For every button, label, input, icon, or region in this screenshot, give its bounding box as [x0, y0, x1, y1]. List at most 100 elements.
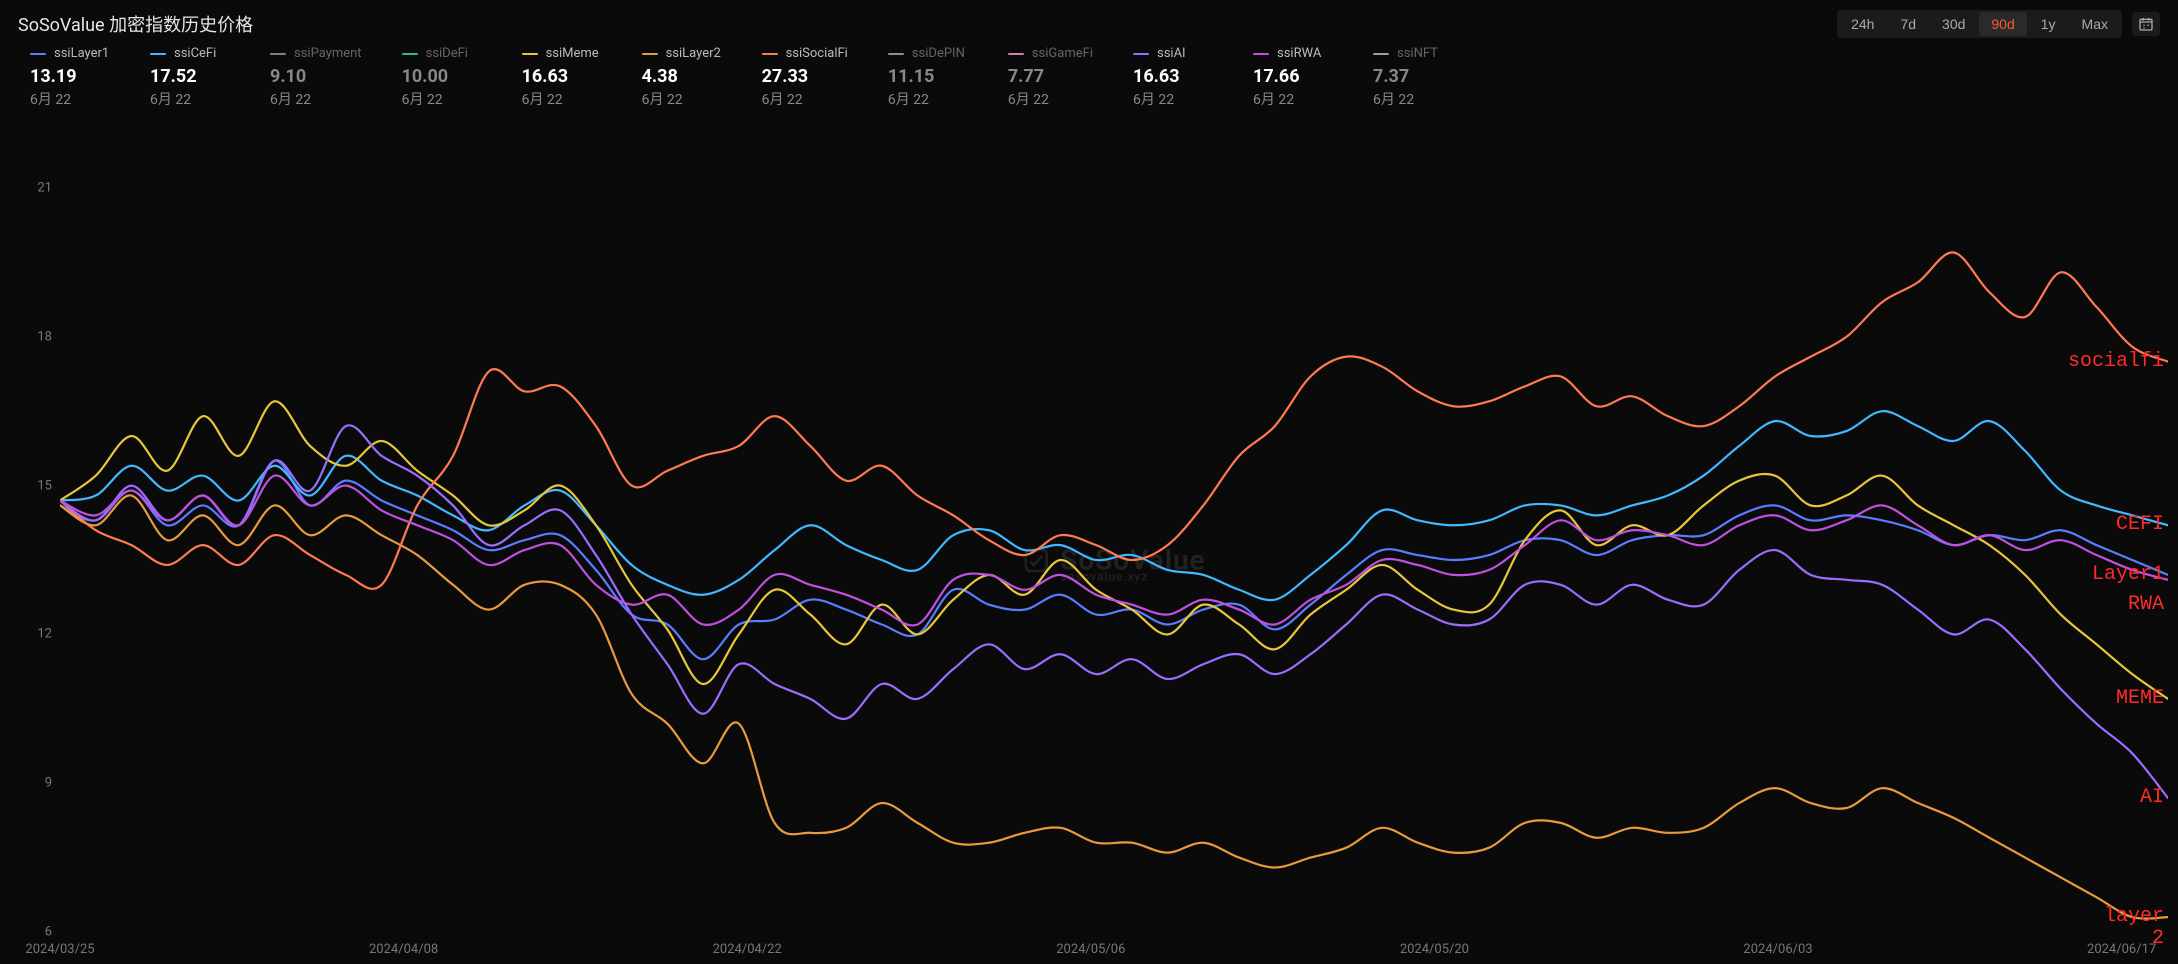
legend-top: ssiLayer1: [30, 46, 109, 61]
legend-label: ssiDeFi: [426, 46, 468, 61]
chart-plot-area: SoSoValue sosovalue.xyz socialfiCEFILaye…: [60, 188, 2168, 932]
legend-label: ssiMeme: [546, 46, 599, 61]
legend-item-ssiRWA[interactable]: ssiRWA 17.66 6月 22: [1253, 46, 1333, 109]
legend-label: ssiGameFi: [1032, 46, 1093, 61]
legend-value: 16.63: [1133, 67, 1180, 87]
legend-item-ssiDeFi[interactable]: ssiDeFi 10.00 6月 22: [402, 46, 482, 109]
end-label-socialfi: socialfi: [2068, 350, 2164, 373]
legend-item-ssiNFT[interactable]: ssiNFT 7.37 6月 22: [1373, 46, 1453, 109]
legend-value: 17.52: [150, 67, 197, 87]
legend-date: 6月 22: [270, 89, 311, 109]
legend-label: ssiLayer1: [54, 46, 109, 61]
legend-row: ssiLayer1 13.19 6月 22 ssiCeFi 17.52 6月 2…: [30, 46, 2148, 109]
lines-svg: [60, 188, 2168, 932]
legend-item-ssiDePIN[interactable]: ssiDePIN 11.15 6月 22: [888, 46, 968, 109]
range-Max[interactable]: Max: [2070, 12, 2120, 36]
y-tick: 12: [37, 627, 52, 642]
legend-label: ssiRWA: [1277, 46, 1321, 61]
range-24h[interactable]: 24h: [1839, 12, 1886, 36]
calendar-icon: [2138, 16, 2154, 32]
legend-value: 27.33: [762, 67, 809, 87]
legend-label: ssiNFT: [1397, 46, 1438, 61]
range-30d[interactable]: 30d: [1930, 12, 1977, 36]
legend-date: 6月 22: [30, 89, 71, 109]
line-ssiLayer1: [60, 461, 2168, 660]
legend-top: ssiDePIN: [888, 46, 965, 61]
legend-date: 6月 22: [402, 89, 443, 109]
time-range-group: 24h7d30d90d1yMax: [1837, 10, 2122, 38]
line-ssiMeme: [60, 401, 2168, 699]
legend-value: 13.19: [30, 67, 77, 87]
legend-color-swatch: [762, 53, 778, 55]
y-tick: 6: [45, 925, 52, 940]
legend-top: ssiCeFi: [150, 46, 216, 61]
legend-value: 16.63: [522, 67, 569, 87]
legend-label: ssiPayment: [294, 46, 362, 61]
x-tick: 2024/06/03: [1743, 942, 1812, 957]
x-tick: 2024/03/25: [25, 942, 94, 957]
legend-color-swatch: [888, 53, 904, 55]
x-tick: 2024/06/17: [2087, 942, 2156, 957]
legend-label: ssiSocialFi: [786, 46, 848, 61]
legend-item-ssiCeFi[interactable]: ssiCeFi 17.52 6月 22: [150, 46, 230, 109]
legend-label: ssiLayer2: [666, 46, 721, 61]
legend-value: 4.38: [642, 67, 678, 87]
legend-date: 6月 22: [1253, 89, 1294, 109]
range-7d[interactable]: 7d: [1888, 12, 1928, 36]
header: SoSoValue 加密指数历史价格 24h7d30d90d1yMax: [18, 10, 2160, 38]
page-title: SoSoValue 加密指数历史价格: [18, 11, 253, 37]
legend-color-swatch: [1133, 53, 1149, 55]
legend-top: ssiGameFi: [1008, 46, 1093, 61]
y-axis: 6912151821: [0, 188, 58, 932]
legend-date: 6月 22: [1133, 89, 1174, 109]
legend-color-swatch: [1373, 53, 1389, 55]
legend-date: 6月 22: [1373, 89, 1414, 109]
legend-item-ssiSocialFi[interactable]: ssiSocialFi 27.33 6月 22: [762, 46, 848, 109]
legend-value: 9.10: [270, 67, 306, 87]
x-tick: 2024/04/22: [713, 942, 782, 957]
end-label-layer: layer: [2104, 905, 2164, 928]
x-tick: 2024/05/20: [1400, 942, 1469, 957]
range-1y[interactable]: 1y: [2029, 12, 2068, 36]
header-right: 24h7d30d90d1yMax: [1837, 10, 2160, 38]
line-ssiLayer2: [60, 495, 2168, 918]
legend-date: 6月 22: [762, 89, 803, 109]
legend-top: ssiPayment: [270, 46, 362, 61]
chart-root: SoSoValue 加密指数历史价格 24h7d30d90d1yMax ssiL…: [0, 0, 2178, 964]
legend-color-swatch: [1008, 53, 1024, 55]
legend-date: 6月 22: [888, 89, 929, 109]
legend-date: 6月 22: [522, 89, 563, 109]
legend-top: ssiLayer2: [642, 46, 721, 61]
legend-color-swatch: [642, 53, 658, 55]
x-axis: 2024/03/252024/04/082024/04/222024/05/06…: [60, 942, 2168, 962]
end-label-MEME: MEME: [2116, 687, 2164, 710]
legend-color-swatch: [1253, 53, 1269, 55]
legend-value: 11.15: [888, 67, 935, 87]
range-90d[interactable]: 90d: [1979, 12, 2026, 36]
legend-top: ssiMeme: [522, 46, 599, 61]
end-label-Layer1: Layer1: [2092, 563, 2164, 586]
legend-item-ssiMeme[interactable]: ssiMeme 16.63 6月 22: [522, 46, 602, 109]
legend-item-ssiLayer2[interactable]: ssiLayer2 4.38 6月 22: [642, 46, 722, 109]
legend-color-swatch: [402, 53, 418, 55]
y-tick: 21: [37, 181, 52, 196]
end-label-AI: AI: [2140, 786, 2164, 809]
y-tick: 15: [37, 478, 52, 493]
calendar-button[interactable]: [2132, 12, 2160, 36]
legend-item-ssiLayer1[interactable]: ssiLayer1 13.19 6月 22: [30, 46, 110, 109]
legend-value: 7.37: [1373, 67, 1409, 87]
legend-label: ssiDePIN: [912, 46, 965, 61]
legend-value: 17.66: [1253, 67, 1300, 87]
legend-date: 6月 22: [150, 89, 191, 109]
legend-date: 6月 22: [642, 89, 683, 109]
legend-value: 7.77: [1008, 67, 1044, 87]
legend-item-ssiAI[interactable]: ssiAI 16.63 6月 22: [1133, 46, 1213, 109]
line-ssiSocialFi: [60, 252, 2168, 588]
legend-item-ssiPayment[interactable]: ssiPayment 9.10 6月 22: [270, 46, 362, 109]
y-tick: 9: [45, 776, 52, 791]
legend-item-ssiGameFi[interactable]: ssiGameFi 7.77 6月 22: [1008, 46, 1093, 109]
legend-label: ssiCeFi: [174, 46, 216, 61]
x-tick: 2024/04/08: [369, 942, 438, 957]
legend-color-swatch: [30, 53, 46, 55]
end-label-CEFI: CEFI: [2116, 513, 2164, 536]
